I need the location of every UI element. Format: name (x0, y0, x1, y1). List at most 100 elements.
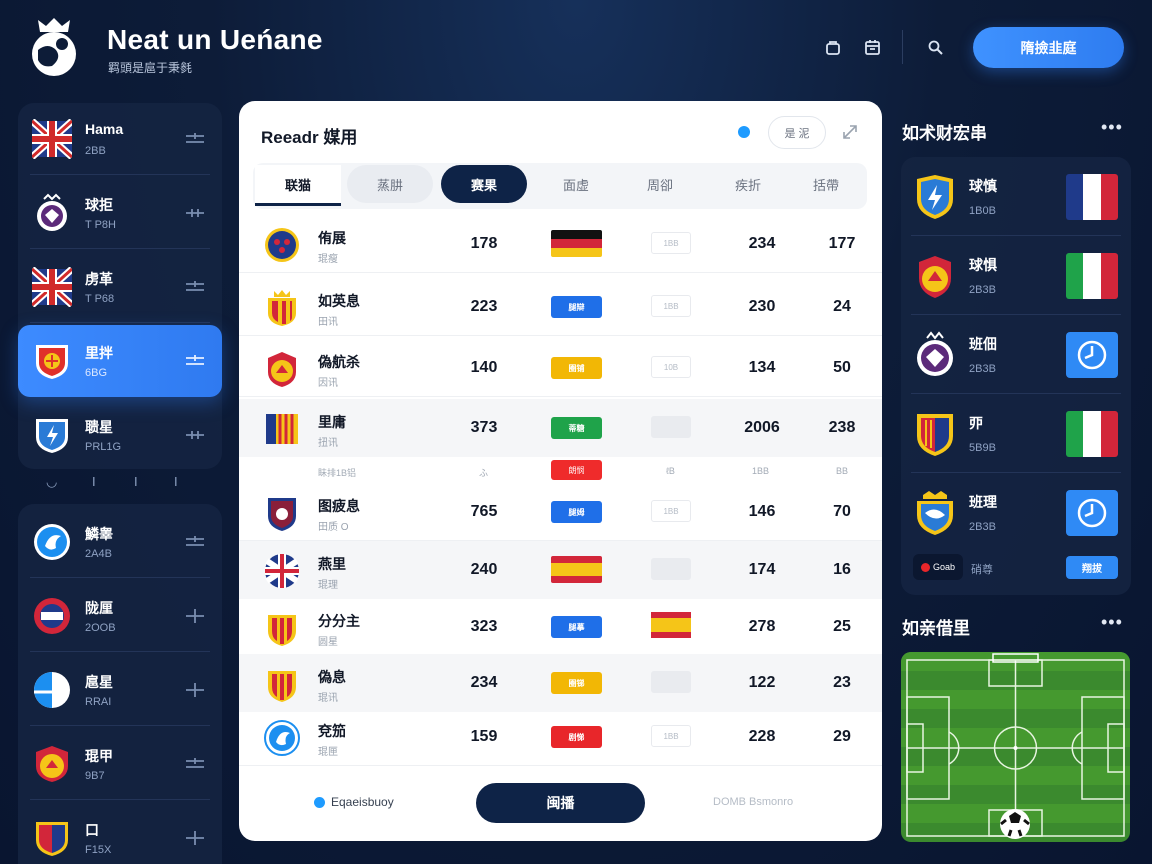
flag-italy-icon (1066, 411, 1118, 457)
standings-panel: Reeadr 媒用 是 泥 联猫 蒸肼 赛果 面虚 周卻 疾折 括帶 侑展 琨瘦… (239, 101, 882, 841)
team-name: 侑展 (318, 230, 346, 246)
bag-icon[interactable] (820, 34, 846, 60)
table-row[interactable]: 兗笳 琨匣 159 剧悌 1BB 228 29 (239, 708, 882, 766)
table-row[interactable]: 燕里 琨理 240 174 16 (239, 541, 882, 599)
table-row[interactable]: 偽航杀 因讯 140 圈铺 10B 134 50 (239, 339, 882, 397)
list-item-sub: 2B3B (969, 284, 996, 296)
sidebar-item-sub: 9B7 (85, 770, 105, 782)
stat-points: 16 (833, 561, 851, 578)
tab-4[interactable]: 周卻 (646, 177, 673, 193)
tab-0[interactable]: 联猫 (255, 165, 341, 206)
add-icon[interactable] (184, 830, 206, 846)
clock-button[interactable] (1066, 490, 1118, 536)
sidebar-item-sub: 2BB (85, 145, 106, 157)
divider (911, 314, 1121, 315)
adjust-icon[interactable] (184, 279, 206, 295)
stat-played: 159 (470, 728, 498, 745)
pager-tick[interactable]: ◡ (46, 474, 58, 489)
small-badge: 1BB (651, 232, 691, 254)
pager-tick[interactable]: I (92, 474, 96, 489)
adjust-icon[interactable] (184, 427, 206, 443)
tab-2-active[interactable]: 赛果 (441, 165, 527, 203)
divider (30, 174, 210, 175)
expand-icon[interactable] (839, 121, 861, 143)
pager-tick[interactable]: I (134, 474, 138, 489)
filter-pill-button[interactable]: 是 泥 (768, 116, 826, 149)
sidebar-item-name: Hama (85, 121, 124, 137)
adjust-icon[interactable] (184, 131, 206, 147)
add-icon[interactable] (184, 682, 206, 698)
sidebar-item[interactable]: 琨甲 9B7 (18, 728, 222, 800)
footer-link[interactable]: DOMB Bsmonro (713, 796, 794, 808)
table-row[interactable]: 侑展 琨瘦 178 1BB 234 177 (239, 215, 882, 273)
status-badge: 剧悌 (551, 726, 602, 748)
sidebar-item[interactable]: 扈星 RRAI (18, 654, 222, 726)
sidebar-item[interactable]: 鱗睾 2A4B (18, 506, 222, 578)
list-item-name: 球慎 (969, 178, 997, 194)
table-row[interactable]: 图疲息 田质 O 765 腿姆 1BB 146 70 (239, 483, 882, 541)
sidebar-pager[interactable]: ◡ I I I (40, 474, 200, 492)
calendar-icon[interactable] (859, 34, 885, 60)
provider-action-button[interactable]: 翔拔 (1066, 556, 1118, 579)
flag-italy-icon (1066, 253, 1118, 299)
subheader-label: 眛排1B铝 (318, 468, 357, 478)
primary-cta-button[interactable]: 隋撿韭庭 (973, 27, 1124, 68)
table-row[interactable]: 偽息 琨讯 234 圈锑 122 23 (239, 654, 882, 712)
search-icon[interactable] (922, 34, 948, 60)
adjust-icon[interactable] (184, 205, 206, 221)
table-row[interactable]: 分分主 圆星 323 腿摹 278 25 (239, 598, 882, 656)
list-item[interactable]: 班理 2B3B (901, 473, 1131, 552)
team-sub: 因讯 (318, 378, 338, 389)
tab-6[interactable]: 括帶 (812, 177, 839, 193)
adjust-icon[interactable] (184, 353, 206, 369)
sidebar-item-name: 里拌 (85, 345, 113, 361)
spain-crest-icon (268, 671, 296, 702)
stat-points: 23 (833, 674, 851, 691)
clock-button[interactable] (1066, 332, 1118, 378)
list-item-sub: 2B3B (969, 363, 996, 375)
list-item[interactable]: 班佃 2B3B (901, 315, 1131, 394)
sidebar-item[interactable]: 聩星 PRL1G (18, 399, 222, 471)
footer-legend-label: Eqaeisbuoy (331, 795, 394, 809)
panel-title: Reeadr 媒用 (261, 128, 358, 147)
provider-name: Goab (932, 562, 956, 572)
subheader-label: BB (836, 466, 849, 476)
list-item[interactable]: 球惧 2B3B (901, 236, 1131, 315)
more-options-icon[interactable]: ••• (1101, 117, 1123, 137)
sidebar-item[interactable]: Hama 2BB (18, 103, 222, 175)
maroon-shield-crest-icon (268, 498, 296, 531)
tab-1[interactable]: 蒸肼 (347, 165, 433, 203)
clock-icon (1077, 498, 1107, 528)
sidebar-item-name: 鱗睾 (85, 526, 113, 542)
football-pitch[interactable] (901, 652, 1130, 842)
pager-tick[interactable]: I (174, 474, 178, 489)
sidebar-item[interactable]: 虏革 T P68 (18, 251, 222, 323)
team-name: 图疲息 (318, 498, 360, 514)
tab-3[interactable]: 面虚 (562, 177, 589, 193)
sidebar-item[interactable]: 球拒 T P8H (18, 177, 222, 249)
stat-points: 29 (833, 728, 851, 745)
provider-note: 硝尊 (971, 564, 993, 576)
blue-circle-crest-icon (264, 720, 300, 756)
adjust-icon[interactable] (184, 756, 206, 772)
yellow-red-crest-icon (919, 256, 951, 298)
app-logo[interactable] (28, 16, 80, 78)
team-name: 分分主 (318, 613, 360, 629)
table-row[interactable]: 里庸 扭讯 373 蒂糖 2006 238 (239, 399, 882, 457)
list-item[interactable]: 丣 5B9B (901, 394, 1131, 473)
footer-action-button[interactable]: 闽播 (476, 783, 645, 823)
blue-crest-icon (917, 491, 953, 535)
sidebar-item-active[interactable]: 里拌 6BG (18, 325, 222, 397)
table-row[interactable]: 如英息 田讯 223 腿辯 1BB 230 24 (239, 278, 882, 336)
small-badge: 1BB (651, 725, 691, 747)
sidebar-item-name: 扈星 (85, 674, 113, 690)
more-options-icon[interactable]: ••• (1101, 612, 1123, 632)
add-icon[interactable] (184, 608, 206, 624)
sidebar-item[interactable]: 陇厘 2OOB (18, 580, 222, 652)
sidebar-item[interactable]: 口 F15X (18, 802, 222, 864)
list-item[interactable]: 球慎 1B0B (901, 157, 1131, 236)
adjust-icon[interactable] (184, 534, 206, 550)
tab-5[interactable]: 疾折 (734, 177, 761, 193)
red-blue-shield-icon (917, 414, 953, 456)
live-indicator (738, 126, 750, 138)
